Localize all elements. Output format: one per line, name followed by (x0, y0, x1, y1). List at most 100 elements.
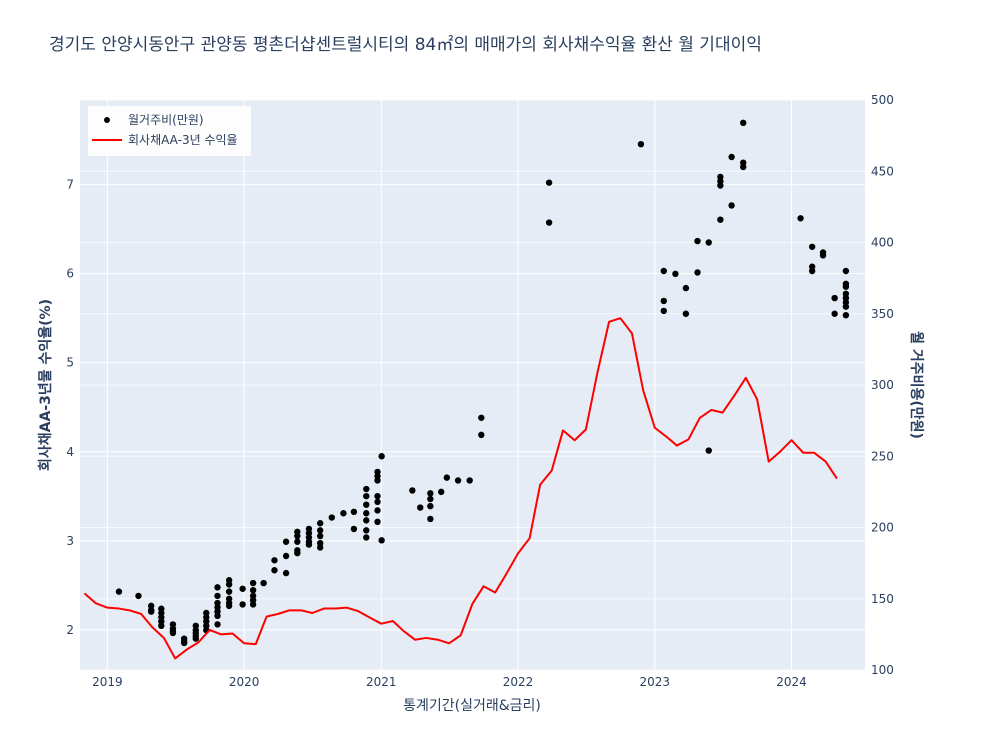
scatter-point (842, 283, 850, 290)
x-tick-label: 2023 (640, 675, 671, 689)
scatter-point (363, 501, 370, 508)
y-right-tick-labels: 100 150 200 250 300 350 400 450 500 (871, 93, 894, 677)
legend-item-bond-yield[interactable]: 회사채AA-3년 수익율 (128, 133, 238, 147)
scatter-point (363, 534, 370, 541)
scatter-point (214, 612, 221, 620)
y-left-tick-label: 7 (66, 178, 74, 192)
x-axis-title: 통계기간(실거래&금리) (403, 698, 541, 714)
scatter-point (374, 492, 381, 500)
scatter-point (192, 635, 199, 642)
scatter-point (831, 310, 838, 317)
scatter-point (717, 173, 724, 181)
scatter-point (316, 527, 324, 534)
scatter-point (682, 310, 690, 317)
bond-yield-line (83, 317, 838, 660)
scatter-point (305, 541, 313, 548)
scatter-point (478, 414, 485, 421)
scatter-point (340, 510, 347, 517)
scatter-point (294, 549, 301, 557)
x-tick-label: 2022 (503, 675, 534, 689)
y-left-tick-label: 5 (66, 356, 74, 370)
scatter-point (363, 517, 370, 524)
scatter-point (454, 477, 462, 484)
y-left-tick-label: 2 (66, 623, 74, 637)
scatter-point (374, 498, 381, 506)
monthly-cost-scatter (115, 119, 850, 647)
scatter-point (350, 508, 358, 516)
scatter-point (378, 453, 385, 460)
scatter-point (180, 639, 188, 647)
scatter-point (478, 431, 485, 439)
scatter-point (842, 311, 850, 319)
scatter-point (169, 629, 177, 637)
scatter-point (808, 267, 816, 275)
scatter-point (115, 588, 123, 595)
scatter-point (135, 592, 142, 600)
y-right-axis-title: 월 거주비용(만원) (908, 331, 925, 439)
scatter-point (438, 488, 445, 496)
x-tick-label: 2020 (229, 675, 260, 689)
y-left-tick-labels: 2 3 4 5 6 7 (66, 178, 74, 637)
scatter-point (316, 520, 324, 527)
scatter-point (214, 584, 221, 591)
scatter-point (427, 490, 434, 497)
scatter-point (260, 579, 267, 587)
scatter-point (249, 601, 257, 608)
legend-dot-marker (104, 117, 110, 123)
scatter-point (271, 557, 278, 564)
scatter-point (147, 608, 155, 615)
scatter-point (374, 477, 381, 484)
x-tick-label: 2024 (776, 675, 807, 689)
y-right-tick-label: 100 (871, 663, 894, 677)
legend[interactable]: 월거주비(만원) 회사채AA-3년 수익율 (88, 106, 251, 156)
x-tick-labels: 2019 2020 2021 2022 2023 2024 (92, 675, 807, 689)
scatter-point (672, 270, 679, 278)
scatter-point (363, 492, 370, 500)
scatter-point (417, 504, 424, 511)
y-right-tick-label: 200 (871, 521, 894, 535)
legend-item-monthly-cost[interactable]: 월거주비(만원) (128, 113, 204, 127)
scatter-point (637, 140, 645, 148)
y2-gridlines (80, 99, 865, 671)
scatter-point (717, 216, 724, 223)
scatter-point (225, 581, 233, 588)
scatter-point (225, 602, 233, 610)
y-left-axis-title: 회사채AA-3년물 수익율(%) (37, 299, 54, 471)
scatter-point (374, 507, 381, 514)
scatter-point (282, 552, 290, 560)
x-tick-label: 2019 (92, 675, 123, 689)
scatter-point (350, 525, 358, 533)
legend-background (88, 106, 251, 156)
scatter-point (427, 502, 434, 510)
scatter-point (158, 622, 165, 630)
scatter-point (831, 294, 838, 302)
chart-title: 경기도 안양시동안구 관양동 평촌더샵센트럴시티의 84㎡의 매매가의 회사채수… (49, 35, 762, 55)
y-right-tick-label: 450 (871, 164, 894, 178)
scatter-point (660, 267, 667, 275)
scatter-point (239, 585, 246, 592)
scatter-point (797, 215, 804, 222)
bond-yield-line-layer (83, 317, 838, 660)
y-right-tick-label: 300 (871, 378, 894, 392)
scatter-point (694, 269, 701, 276)
scatter-point (214, 592, 221, 600)
scatter-point (294, 538, 301, 545)
scatter-point (705, 447, 712, 454)
scatter-point (728, 153, 735, 161)
scatter-point (328, 514, 335, 521)
scatter-point (225, 588, 233, 595)
scatter-point (443, 474, 451, 481)
scatter-point (316, 532, 324, 540)
scatter-point (282, 538, 290, 545)
x-tick-label: 2021 (366, 675, 397, 689)
scatter-point (282, 569, 290, 577)
scatter-point (427, 495, 434, 503)
y-gridlines (80, 184, 865, 631)
scatter-point (214, 621, 221, 628)
y-right-tick-label: 250 (871, 449, 894, 463)
scatter-point (545, 179, 553, 186)
scatter-point (842, 267, 850, 275)
scatter-point (363, 527, 370, 534)
scatter-point (378, 537, 385, 544)
scatter-point (363, 510, 370, 517)
